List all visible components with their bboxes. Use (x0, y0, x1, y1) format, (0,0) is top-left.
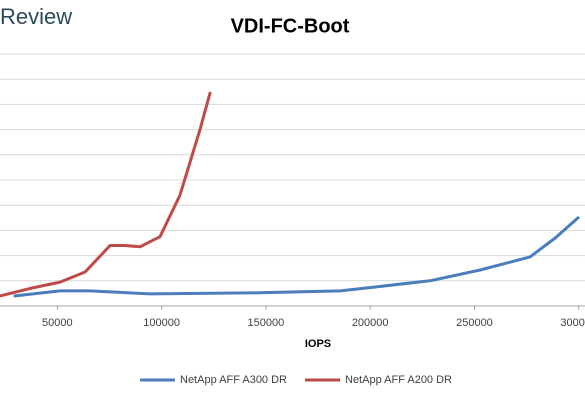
x-tick-label: 300000 (560, 317, 585, 329)
x-tick-label: 200000 (352, 317, 389, 329)
x-tick-label: 150000 (248, 317, 285, 329)
x-axis-label: IOPS (305, 338, 331, 350)
legend-label: NetApp AFF A200 DR (345, 374, 452, 386)
brand: Review (0, 4, 72, 29)
x-tick-label: 100000 (143, 317, 180, 329)
x-tick-label: 250000 (456, 317, 493, 329)
line-series (0, 91, 212, 298)
legend-label: NetApp AFF A300 DR (180, 374, 287, 386)
line-series (13, 216, 580, 298)
chart-title: VDI-FC-Boot (231, 15, 350, 37)
x-tick-label: 50000 (42, 317, 73, 329)
